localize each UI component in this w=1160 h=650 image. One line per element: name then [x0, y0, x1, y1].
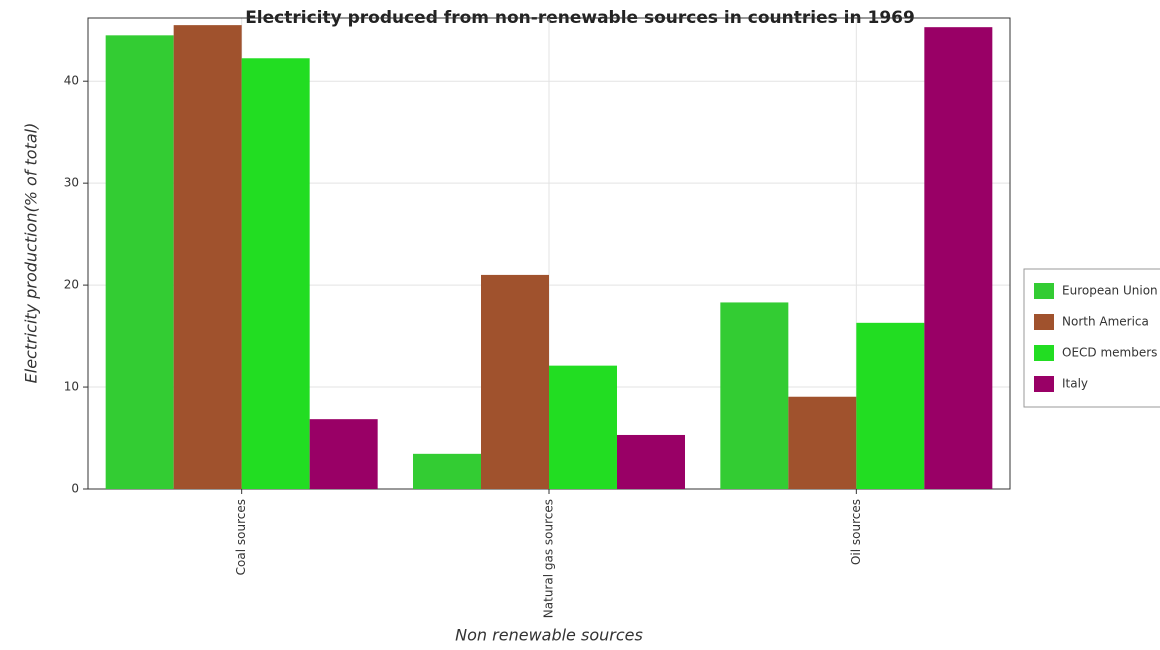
- bar: [549, 365, 617, 489]
- x-axis-label: Non renewable sources: [455, 626, 643, 645]
- bar: [617, 434, 685, 489]
- y-tick-label: 40: [64, 74, 79, 88]
- x-tick-label: Natural gas sources: [542, 499, 556, 618]
- x-tick-label: Coal sources: [234, 499, 248, 575]
- legend-label: North America: [1062, 315, 1149, 329]
- legend-swatch: [1034, 314, 1054, 330]
- bar: [241, 58, 310, 490]
- legend-label: OECD members: [1062, 346, 1157, 360]
- legend-swatch: [1034, 376, 1054, 392]
- x-tick-label: Oil sources: [849, 499, 863, 565]
- bar: [105, 35, 174, 489]
- y-tick-label: 10: [64, 380, 79, 394]
- legend-swatch: [1034, 345, 1054, 361]
- y-tick-label: 30: [64, 176, 79, 190]
- bar: [413, 453, 481, 489]
- bar: [309, 419, 378, 489]
- legend-label: Italy: [1062, 377, 1088, 391]
- y-tick-label: 20: [64, 278, 79, 292]
- bar: [924, 27, 993, 490]
- legend-swatch: [1034, 283, 1054, 299]
- y-axis-label: Electricity production(% of total): [22, 123, 41, 384]
- y-tick-label: 0: [71, 482, 79, 496]
- bar: [481, 274, 549, 489]
- bar: [788, 396, 857, 489]
- legend-label: European Union: [1062, 284, 1158, 298]
- bar: [856, 322, 925, 489]
- bar: [720, 302, 789, 489]
- bar: [173, 25, 242, 490]
